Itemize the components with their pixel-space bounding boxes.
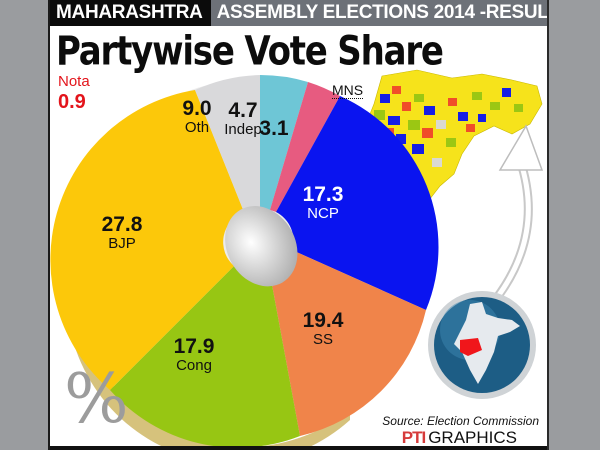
chart-title: Partywise Vote Share <box>56 28 444 76</box>
slice-indep <box>260 74 308 210</box>
label-mns: 3.1 <box>259 117 289 140</box>
maharashtra-map <box>365 69 544 399</box>
label-ncp: 17.3 NCP <box>302 183 344 223</box>
nota-value: 0.9 <box>58 91 86 113</box>
slice-cong <box>110 266 300 448</box>
source-note: Source: Election Commission <box>382 414 539 428</box>
vote-share-donut <box>50 74 439 450</box>
header-bar: MAHARASHTRA ASSEMBLY ELECTIONS 2014 -RES… <box>50 0 547 26</box>
slice-mns <box>270 82 340 212</box>
nota-label: Nota <box>58 73 90 90</box>
credit-text: GRAPHICS <box>428 428 517 447</box>
label-indep: 4.7 Indep <box>224 99 262 139</box>
infographic-panel: MAHARASHTRA ASSEMBLY ELECTIONS 2014 -RES… <box>48 0 549 450</box>
slice-ncp <box>276 96 439 310</box>
state-label: MAHARASHTRA <box>50 0 211 26</box>
slice-ss <box>270 250 426 436</box>
pti-credit: PTI GRAPHICS <box>402 428 517 448</box>
label-cong: 17.9 Cong <box>173 335 215 375</box>
slice-bjp <box>50 90 244 390</box>
label-ss: 19.4 SS <box>302 309 344 349</box>
percent-symbol: % <box>64 360 129 439</box>
bottom-border <box>50 446 547 450</box>
label-oth: 9.0 Oth <box>182 97 212 137</box>
nota-annotation: Nota 0.9 <box>58 74 90 112</box>
pti-logo: PTI <box>401 428 426 447</box>
election-subtitle: ASSEMBLY ELECTIONS 2014 -RESULTS <box>210 0 547 26</box>
slice-oth <box>195 75 260 212</box>
label-bjp: 27.8 BJP <box>101 213 143 253</box>
label-mns-name: MNS <box>332 82 364 99</box>
